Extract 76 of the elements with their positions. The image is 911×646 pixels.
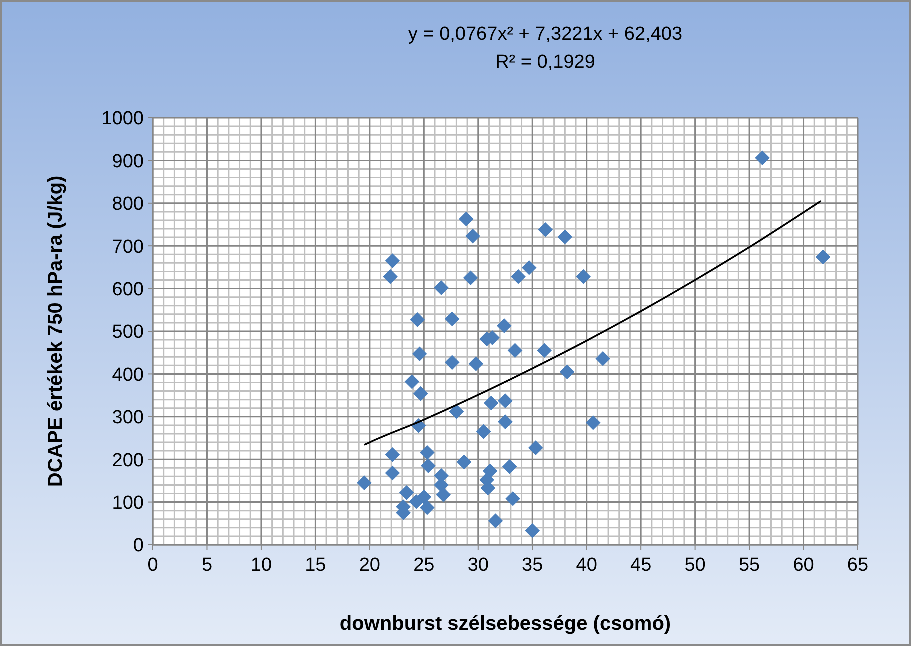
point xyxy=(560,364,575,380)
x-tick-label: 45 xyxy=(630,555,652,576)
x-tick-label: 30 xyxy=(468,555,489,576)
x-tick-label: 20 xyxy=(359,555,380,576)
point xyxy=(522,260,537,276)
y-tick-label: 0 xyxy=(133,536,144,557)
y-tick-label: 500 xyxy=(112,322,144,344)
point xyxy=(444,312,460,327)
point xyxy=(383,269,398,284)
point xyxy=(508,343,523,358)
point xyxy=(497,318,512,334)
point xyxy=(596,351,611,366)
point xyxy=(420,500,435,516)
y-tick-label: 800 xyxy=(112,194,144,216)
point xyxy=(421,458,436,474)
point xyxy=(506,491,521,506)
x-tick-label: 50 xyxy=(684,555,706,576)
y-tick-label: 600 xyxy=(112,279,144,300)
point xyxy=(444,355,460,370)
point xyxy=(468,356,484,372)
point xyxy=(488,514,504,529)
point xyxy=(476,424,492,440)
y-tick-label: 300 xyxy=(112,408,144,429)
x-tick-label: 10 xyxy=(250,555,272,576)
point xyxy=(576,269,592,284)
line-series xyxy=(364,200,822,446)
point xyxy=(413,386,428,402)
point xyxy=(410,312,426,328)
point xyxy=(404,374,420,390)
y-tick-label: 200 xyxy=(112,450,144,472)
point xyxy=(459,212,474,227)
point xyxy=(538,222,554,238)
x-axis-title: downburst szélsebessége (csomó) xyxy=(340,613,672,635)
x-tick-label: 40 xyxy=(576,555,598,576)
point xyxy=(498,394,513,409)
x-tick-label: 15 xyxy=(305,555,326,576)
point xyxy=(385,254,400,268)
point xyxy=(463,270,478,286)
y-axis-title: DCAPE értékek 750 hPa-ra (J/kg) xyxy=(45,176,67,488)
y-tick-label: 900 xyxy=(112,151,144,172)
x-tick-label: 60 xyxy=(793,555,814,576)
point xyxy=(558,230,573,245)
x-tick-label: 35 xyxy=(522,555,544,576)
y-tick-label: 400 xyxy=(112,364,144,386)
point xyxy=(412,346,428,362)
point xyxy=(436,488,452,502)
point xyxy=(449,404,464,420)
point xyxy=(816,250,831,265)
point xyxy=(525,523,540,538)
point xyxy=(434,280,449,296)
point xyxy=(357,476,372,490)
y-tick-label: 100 xyxy=(112,492,144,514)
x-tick-label: 5 xyxy=(202,555,213,576)
point xyxy=(498,414,513,430)
point xyxy=(456,454,472,470)
point xyxy=(528,440,544,456)
chart-subtitle: R² = 0,1929 xyxy=(496,52,596,73)
point xyxy=(511,269,526,284)
point xyxy=(484,396,499,411)
point xyxy=(537,343,552,358)
point xyxy=(409,494,424,510)
point xyxy=(420,445,435,460)
x-tick-label: 0 xyxy=(148,555,158,576)
point xyxy=(755,150,770,166)
x-tick-label: 65 xyxy=(847,555,869,576)
x-tick-label: 25 xyxy=(414,555,435,576)
x-tick-label: 55 xyxy=(738,555,760,576)
y-tick-label: 1000 xyxy=(102,108,144,130)
point xyxy=(399,485,414,500)
point xyxy=(586,415,601,430)
y-tick-label: 700 xyxy=(112,236,144,258)
point xyxy=(466,228,480,244)
chart-title: y = 0,0767x² + 7,3221x + 62,403 xyxy=(408,24,683,45)
point xyxy=(385,447,400,462)
point xyxy=(385,466,400,481)
point xyxy=(502,459,518,474)
